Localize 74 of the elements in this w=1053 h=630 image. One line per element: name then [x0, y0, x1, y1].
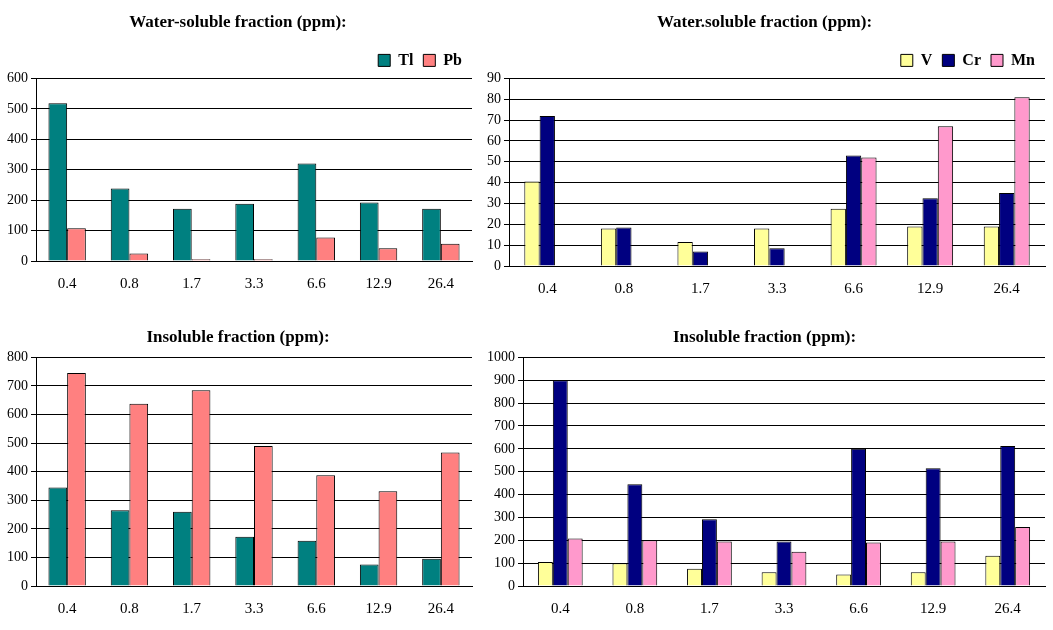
y-tick-label: 100	[7, 222, 28, 238]
x-tick-label: 12.9	[920, 599, 947, 616]
y-tick-label: 300	[7, 161, 28, 177]
x-tick-label: 6.6	[306, 274, 327, 291]
y-tick-label: 500	[7, 434, 28, 450]
y-tick-label: 600	[7, 406, 28, 422]
y-tick-label: 500	[7, 100, 28, 116]
y-tick-label: 400	[7, 130, 28, 146]
x-tick-label: 12.9	[365, 599, 392, 616]
chart-title: Water-soluble fraction (ppm):	[129, 11, 347, 31]
y-tick-label: 600	[494, 440, 515, 456]
y-tick-label: 0	[21, 252, 28, 268]
x-tick-label: 0.8	[614, 279, 634, 296]
y-tick-label: 50	[487, 153, 501, 169]
y-tick-label: 0	[508, 577, 515, 593]
y-tick-label: 0	[21, 577, 28, 593]
y-tick-label: 20	[487, 215, 501, 231]
x-tick-label: 26.4	[427, 599, 455, 616]
legend-label: Pb	[443, 50, 463, 68]
y-tick-label: 40	[487, 174, 501, 190]
y-tick-label: 100	[7, 549, 28, 565]
y-tick-label: 700	[494, 417, 515, 433]
y-tick-label: 100	[494, 554, 515, 570]
legend-label: V	[920, 50, 933, 68]
x-tick-label: 26.4	[994, 599, 1022, 616]
y-tick-label: 800	[494, 394, 515, 410]
x-tick-label: 0.8	[120, 599, 139, 616]
y-tick-label: 10	[487, 236, 501, 252]
x-tick-label: 1.7	[182, 274, 202, 291]
x-tick-label: 1.7	[691, 279, 711, 296]
y-tick-label: 600	[7, 70, 28, 86]
y-tick-label: 30	[487, 195, 501, 211]
x-tick-label: 0.4	[550, 599, 571, 616]
y-tick-label: 700	[7, 377, 28, 393]
y-tick-label: 200	[7, 191, 28, 207]
x-tick-label: 6.6	[849, 599, 869, 616]
x-tick-label: 12.9	[917, 279, 944, 296]
y-tick-label: 400	[7, 463, 28, 479]
y-tick-label: 60	[487, 132, 501, 148]
y-tick-label: 300	[7, 491, 28, 507]
y-tick-label: 1000	[487, 349, 515, 365]
x-tick-label: 12.9	[365, 274, 392, 291]
y-tick-label: 200	[7, 520, 28, 536]
x-tick-label: 0.4	[57, 274, 78, 291]
y-tick-label: 300	[494, 509, 515, 525]
x-tick-label: 0.4	[537, 279, 558, 296]
x-tick-label: 0.4	[57, 599, 78, 616]
y-tick-label: 70	[487, 111, 501, 127]
x-tick-label: 3.3	[244, 274, 264, 291]
x-tick-label: 3.3	[774, 599, 794, 616]
y-tick-label: 900	[494, 371, 515, 387]
y-tick-label: 80	[487, 90, 501, 106]
legend-label: Mn	[1011, 50, 1036, 68]
chart-title: Insoluble fraction (ppm):	[146, 326, 330, 346]
y-tick-label: 90	[487, 70, 501, 86]
x-tick-label: 0.8	[625, 599, 645, 616]
y-tick-label: 200	[494, 531, 515, 547]
y-tick-label: 800	[7, 349, 28, 365]
x-tick-label: 6.6	[844, 279, 864, 296]
y-tick-label: 0	[494, 257, 501, 273]
x-tick-label: 3.3	[244, 599, 264, 616]
chart-title: Insoluble fraction (ppm):	[672, 326, 857, 346]
y-tick-label: 400	[494, 486, 515, 502]
x-tick-label: 26.4	[993, 279, 1021, 296]
legend-label: Cr	[962, 50, 981, 68]
x-tick-label: 26.4	[427, 274, 455, 291]
x-tick-label: 6.6	[306, 599, 327, 616]
x-tick-label: 0.8	[120, 274, 139, 291]
chart-title: Water.soluble fraction (ppm):	[656, 11, 873, 31]
x-tick-label: 1.7	[182, 599, 202, 616]
legend-label: Tl	[398, 50, 414, 68]
x-tick-label: 3.3	[767, 279, 787, 296]
y-tick-label: 500	[494, 463, 515, 479]
x-tick-label: 1.7	[700, 599, 720, 616]
